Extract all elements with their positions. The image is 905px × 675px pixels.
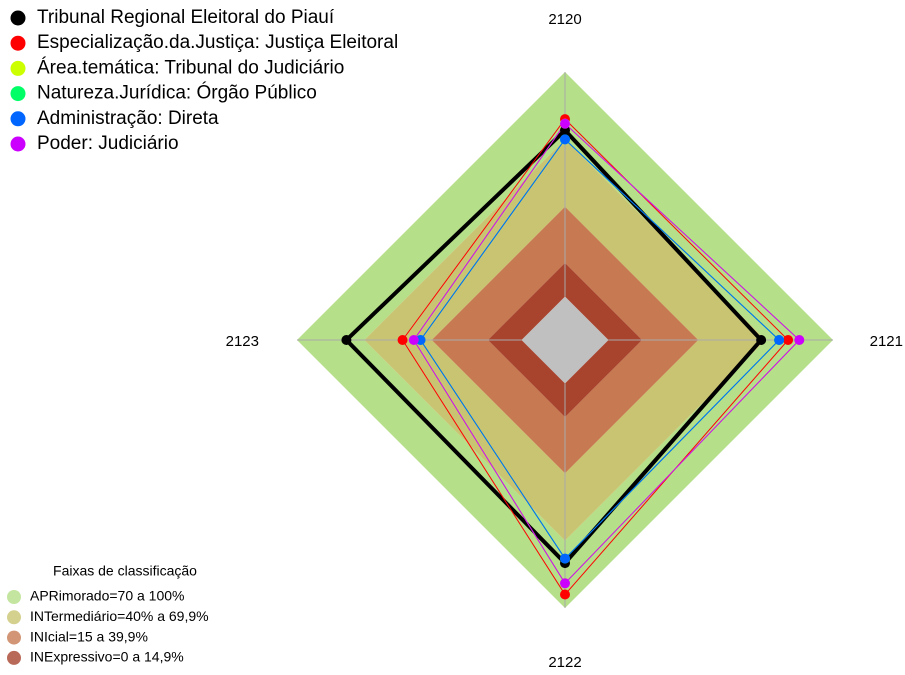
legend-swatch: [10, 136, 26, 152]
axis-label: 2122: [548, 654, 581, 671]
axis-label: 2120: [548, 11, 581, 28]
legend-label: Especialização.da.Justiça: Justiça Eleit…: [37, 32, 398, 53]
series-point: [783, 335, 794, 345]
legend-label: Área.temática: Tribunal do Judiciário: [37, 57, 344, 78]
series-point: [397, 335, 408, 345]
band: [487, 262, 643, 418]
band-legend-label: INExpressivo=0 a 14,9%: [30, 649, 184, 665]
series-point: [560, 118, 570, 129]
center-hole: [521, 296, 609, 384]
legend-label: Natureza.Jurídica: Órgão Público: [37, 82, 317, 104]
series-point: [341, 335, 352, 345]
band-legend-swatch: [7, 630, 21, 645]
series-point: [774, 335, 785, 345]
axis-label: 2121: [870, 333, 903, 350]
band: [431, 206, 699, 474]
series-point: [756, 335, 767, 345]
band-legend-swatch: [7, 650, 21, 665]
series-point: [560, 553, 570, 564]
legend-swatch: [10, 60, 26, 76]
series-point: [408, 335, 419, 345]
band-legend-label: INIcial=15 a 39,9%: [30, 628, 148, 644]
legend-label: Administração: Direta: [37, 108, 219, 129]
band-legend-swatch: [7, 610, 21, 625]
series-point: [560, 134, 570, 145]
legend-swatch: [10, 10, 26, 26]
legend-swatch: [10, 111, 26, 127]
series-point: [560, 578, 570, 589]
series-point: [794, 335, 805, 345]
band-legend-swatch: [7, 590, 21, 604]
axis-label: 2123: [226, 333, 259, 350]
band: [297, 72, 833, 608]
legend-swatch: [10, 86, 26, 102]
legend-swatch: [10, 35, 26, 51]
legend-label: Poder: Judiciário: [37, 133, 179, 154]
bands-title: Faixas de classificação: [53, 563, 197, 579]
band-legend-label: INTermediário=40% a 69,9%: [30, 608, 209, 624]
band-legend-label: APRimorado=70 a 100%: [30, 588, 185, 604]
series-point: [560, 589, 570, 600]
legend-label: Tribunal Regional Eleitoral do Piauí: [37, 7, 335, 28]
